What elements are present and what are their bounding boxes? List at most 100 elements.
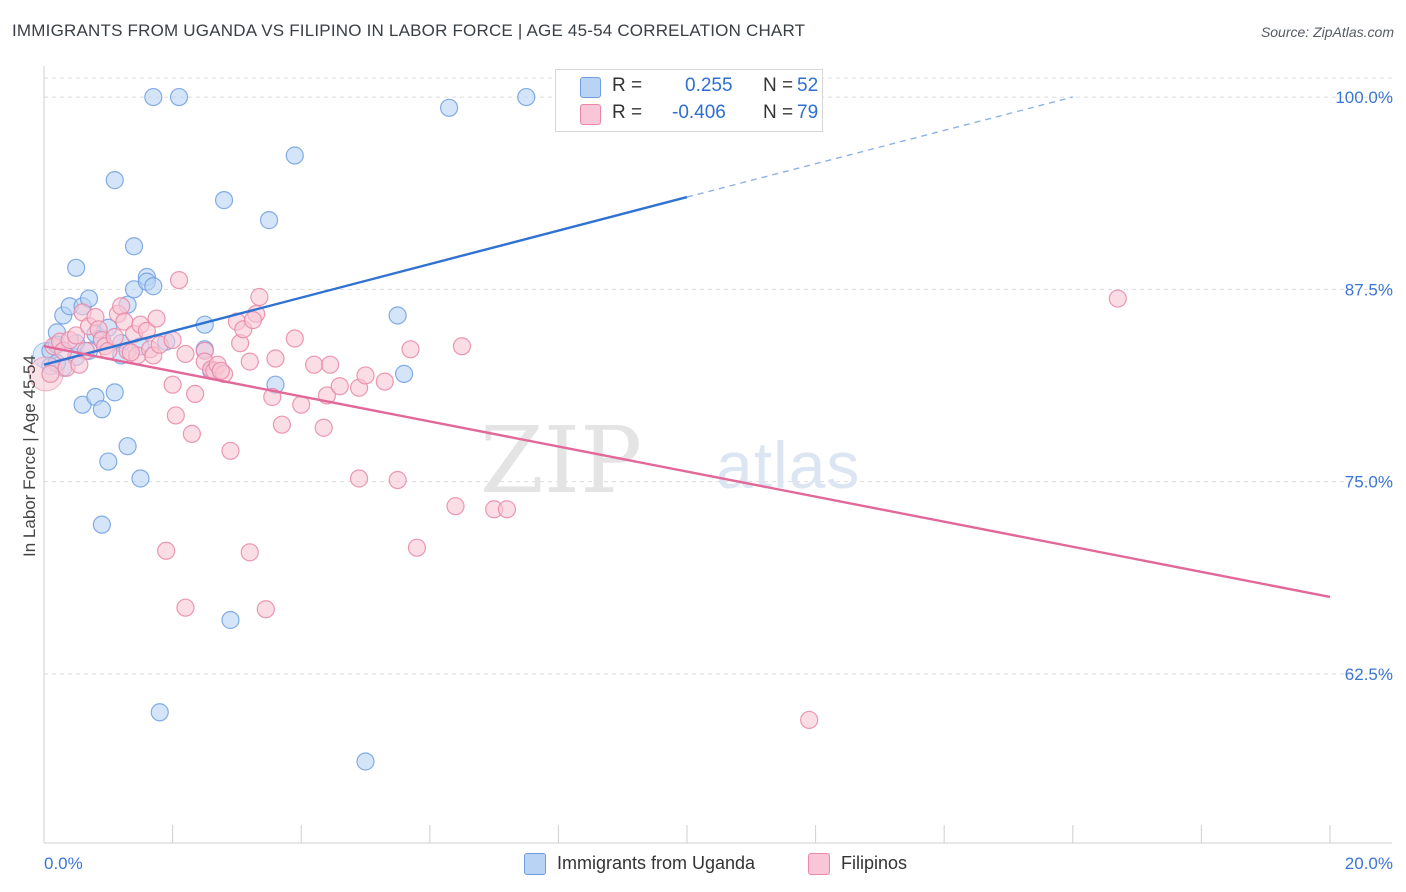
y-tick-label: 62.5%	[1345, 665, 1393, 684]
filipino-point	[70, 355, 89, 374]
uganda-trend-extension	[686, 96, 1073, 198]
filipino-point	[157, 541, 176, 560]
uganda-point	[356, 752, 375, 771]
filipino-point	[112, 297, 131, 316]
uganda-point	[99, 452, 118, 471]
uganda-point	[221, 610, 240, 630]
filipino-legend-label: Filipinos	[841, 853, 908, 873]
filipino-point	[163, 330, 182, 350]
filipino-point	[41, 364, 60, 384]
filipino-point	[285, 329, 304, 348]
filipino-point	[272, 415, 292, 434]
uganda-trend-line	[43, 195, 688, 366]
filipino-point	[314, 418, 333, 437]
filipino-point	[243, 310, 263, 330]
uganda-legend-swatch	[524, 853, 546, 875]
n-value-uganda: 52	[797, 75, 819, 96]
n-label: N =	[763, 102, 794, 123]
uganda-point	[388, 306, 407, 325]
filipino-point	[446, 497, 465, 516]
chart-source: Source: ZipAtlas.com	[1260, 24, 1394, 40]
uganda-point	[92, 515, 111, 534]
filipino-point	[163, 375, 182, 394]
watermark: ZIP atlas	[480, 407, 860, 514]
uganda-legend-label: Immigrants from Uganda	[557, 853, 756, 873]
gridlines	[44, 77, 1392, 675]
n-value-filipino: 79	[797, 102, 819, 123]
filipino-points	[28, 270, 1127, 730]
uganda-point	[124, 237, 144, 256]
filipino-legend-swatch	[808, 853, 830, 875]
watermark-atlas: atlas	[716, 428, 860, 502]
uganda-point	[144, 277, 163, 296]
r-value-uganda: 0.255	[685, 75, 733, 96]
uganda-point	[105, 171, 124, 190]
uganda-point	[67, 258, 86, 277]
filipino-point	[452, 337, 472, 356]
stats-legend: R = 0.255 N = 52 R = -0.406 N = 79	[555, 69, 823, 132]
uganda-point	[150, 703, 169, 722]
uganda-point	[118, 437, 137, 456]
x-tick-label: 20.0%	[1345, 854, 1393, 873]
filipino-point	[388, 470, 407, 490]
axes	[43, 66, 1392, 844]
filipino-point	[330, 377, 349, 396]
filipino-point	[266, 349, 285, 368]
filipino-point	[182, 424, 201, 443]
y-tick-label: 87.5%	[1345, 280, 1393, 299]
filipino-point	[67, 326, 86, 345]
r-value-filipino: -0.406	[672, 102, 726, 123]
filipino-point	[240, 352, 259, 371]
filipino-point	[349, 469, 369, 488]
filipino-point	[240, 543, 259, 562]
filipino-trend-line	[43, 345, 1331, 599]
filipino-point	[169, 270, 189, 290]
uganda-point	[214, 191, 234, 210]
filipino-point	[211, 361, 230, 380]
filipino-point	[321, 355, 340, 374]
y-tick-label: 75.0%	[1345, 473, 1393, 492]
filipino-point	[121, 343, 140, 362]
uganda-point	[131, 469, 150, 488]
filipino-point	[401, 340, 420, 359]
uganda-point	[144, 87, 163, 107]
filipino-swatch	[580, 104, 601, 125]
filipino-point	[221, 441, 240, 460]
filipino-point	[137, 321, 156, 340]
filipino-point	[250, 287, 269, 307]
filipino-point	[147, 309, 166, 328]
filipino-point	[497, 500, 517, 519]
filipino-point	[375, 372, 394, 391]
uganda-point	[394, 364, 414, 384]
filipino-point	[304, 355, 324, 374]
chart-title: IMMIGRANTS FROM UGANDA VS FILIPINO IN LA…	[12, 21, 806, 40]
y-axis-title: In Labor Force | Age 45-54	[20, 355, 39, 557]
filipino-point	[176, 598, 195, 617]
y-tick-label: 100.0%	[1335, 88, 1393, 107]
filipino-point	[800, 710, 819, 730]
watermark-zip: ZIP	[480, 407, 642, 514]
axis-labels: 62.5% 75.0% 87.5% 100.0% 0.0% 20.0%	[44, 88, 1393, 873]
filipino-point	[1108, 289, 1127, 308]
uganda-point	[259, 211, 279, 230]
r-label: R =	[612, 75, 643, 96]
uganda-point	[439, 98, 459, 117]
uganda-point	[169, 87, 189, 107]
uganda-point	[517, 87, 536, 107]
r-label: R =	[612, 102, 643, 123]
uganda-point	[285, 146, 304, 165]
filipino-point	[407, 538, 427, 557]
filipino-point	[186, 384, 205, 404]
uganda-point	[92, 400, 111, 419]
filipino-point	[176, 344, 195, 364]
filipino-point	[256, 600, 275, 619]
x-tick-label: 0.0%	[44, 854, 83, 873]
filipino-point	[105, 327, 124, 347]
n-label: N =	[763, 75, 794, 96]
filipino-point	[356, 366, 375, 385]
filipino-point	[166, 406, 185, 425]
uganda-point	[105, 383, 124, 402]
uganda-swatch	[580, 77, 601, 98]
trend-lines	[43, 96, 1331, 599]
